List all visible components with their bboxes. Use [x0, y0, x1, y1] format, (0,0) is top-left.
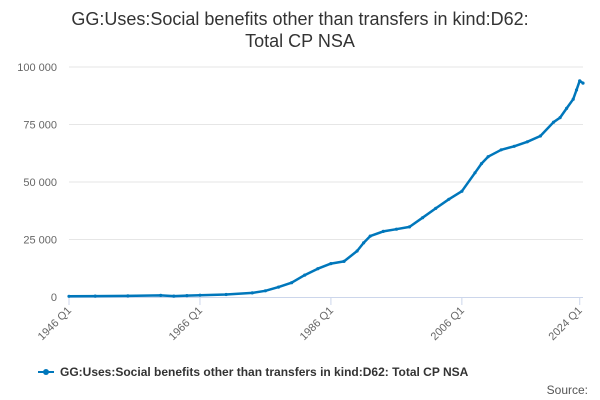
y-tick-label: 0	[51, 292, 57, 304]
series-group	[67, 79, 585, 298]
chart-title-line-2: Total CP NSA	[245, 31, 355, 51]
data-point	[290, 281, 294, 285]
data-point	[434, 206, 438, 210]
data-point	[565, 106, 569, 110]
data-point	[421, 216, 425, 220]
data-point	[525, 140, 529, 144]
data-point	[126, 294, 130, 298]
data-point	[578, 79, 582, 83]
data-point	[486, 155, 490, 159]
data-point	[355, 249, 359, 253]
y-tick-label: 100 000	[17, 62, 57, 74]
data-point	[276, 285, 281, 289]
data-point	[316, 267, 320, 271]
data-point	[407, 225, 412, 229]
data-point	[329, 262, 333, 266]
data-point	[460, 189, 464, 193]
data-point	[185, 294, 189, 298]
grid-lines	[69, 66, 583, 240]
data-point	[368, 234, 372, 238]
x-tick-label: 2006 Q1	[429, 305, 467, 343]
legend[interactable]: GG:Uses:Social benefits other than trans…	[38, 365, 469, 379]
x-tick-label: 2024 Q1	[547, 305, 585, 343]
data-point	[172, 294, 176, 298]
y-tick-label: 75 000	[23, 120, 57, 132]
data-point	[447, 197, 451, 201]
data-point	[499, 148, 503, 152]
data-point	[394, 227, 398, 231]
data-point	[381, 229, 385, 233]
data-point	[512, 144, 516, 148]
x-axis: 1946 Q1 1966 Q1 1986 Q1 2006 Q1 2024 Q1	[36, 297, 585, 343]
data-point	[159, 293, 163, 297]
legend-marker-icon	[43, 369, 49, 375]
data-point	[473, 171, 477, 175]
x-tick-label: 1946 Q1	[36, 305, 74, 343]
y-tick-label: 50 000	[23, 177, 57, 189]
y-axis-ticks: 0 25 000 50 000 75 000 100 000	[17, 62, 57, 304]
chart-title-line-1: GG:Uses:Social benefits other than trans…	[71, 9, 529, 29]
data-point	[558, 116, 562, 120]
series-line	[67, 79, 585, 298]
data-point	[198, 293, 202, 297]
chart-title: GG:Uses:Social benefits other than trans…	[0, 8, 600, 52]
data-point	[571, 97, 575, 101]
data-point	[551, 120, 556, 124]
x-tick-label: 1986 Q1	[298, 305, 336, 343]
data-point	[224, 292, 228, 297]
data-point	[250, 291, 254, 295]
y-tick-label: 25 000	[23, 235, 57, 247]
data-point	[263, 289, 267, 293]
data-point	[362, 241, 366, 245]
data-point	[93, 294, 97, 298]
data-point	[303, 273, 307, 277]
data-point	[581, 81, 585, 85]
data-point	[342, 259, 346, 263]
data-point	[538, 134, 543, 138]
credits[interactable]: Source:	[546, 383, 588, 397]
data-point	[574, 88, 579, 92]
data-point	[479, 162, 484, 166]
x-tick-label: 1966 Q1	[167, 305, 205, 343]
data-point	[67, 294, 71, 298]
legend-label[interactable]: GG:Uses:Social benefits other than trans…	[60, 365, 469, 379]
